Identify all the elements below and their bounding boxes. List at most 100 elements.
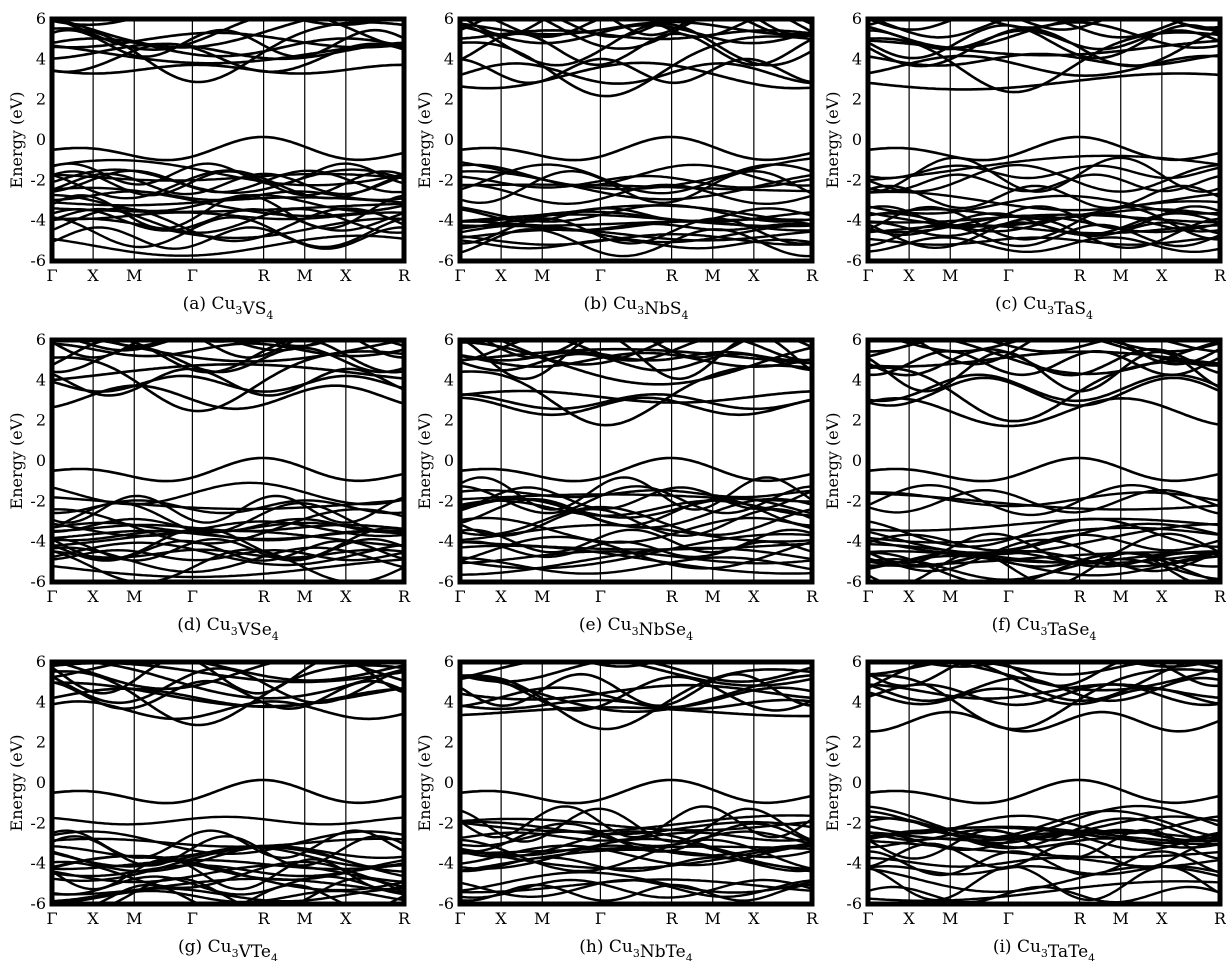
- x-tick-label: M: [126, 587, 142, 606]
- valence-band: [52, 202, 404, 214]
- bands-a: [52, 2, 404, 257]
- x-tick-label: M: [1113, 587, 1129, 606]
- y-tick-label: 2: [36, 733, 46, 752]
- x-tick-label: R: [1214, 909, 1226, 928]
- bands-i: [868, 662, 1220, 904]
- valence-band: [460, 544, 812, 575]
- conduction-band-min: [52, 663, 404, 727]
- y-tick-label: 2: [852, 733, 862, 752]
- y-tick-label: 0: [36, 773, 46, 792]
- conduction-band-min: [460, 668, 812, 731]
- panel-e: -6 -4 -2 0 2 4 6 Γ X M Γ R M X R Energy (eV) (e) Cu3NbSe…: [415, 330, 819, 643]
- bands-g: [52, 634, 404, 904]
- y-tick-label: -4: [30, 211, 46, 230]
- valence-band: [868, 213, 1220, 224]
- conduction-band: [868, 373, 1220, 403]
- conduction-band: [460, 706, 812, 718]
- conduction-band: [460, 347, 812, 365]
- conduction-band: [460, 698, 812, 711]
- panel-caption: (e) Cu3NbSe4: [579, 615, 693, 643]
- x-tick-label: X: [340, 266, 352, 285]
- y-axis-label: Energy (eV): [415, 735, 434, 832]
- y-axis-label: Energy (eV): [823, 413, 842, 510]
- valence-band: [52, 889, 404, 904]
- y-axis-label: Energy (eV): [415, 413, 434, 510]
- x-tick-label: M: [942, 266, 958, 285]
- valence-band-max: [52, 778, 404, 805]
- valence-band: [52, 216, 404, 249]
- valence-band: [52, 887, 404, 903]
- x-tick-label: Γ: [1003, 266, 1014, 285]
- axes-frame: [457, 16, 815, 264]
- y-tick-label: -4: [438, 211, 454, 230]
- valence-band: [868, 522, 1220, 554]
- y-tick-label: -4: [30, 532, 46, 551]
- x-tick-label: Γ: [595, 266, 606, 285]
- conduction-band: [868, 676, 1220, 703]
- x-tick-label: Γ: [862, 266, 873, 285]
- y-tick-label: -6: [438, 251, 454, 270]
- conduction-band: [52, 662, 404, 695]
- y-tick-label: 2: [444, 90, 454, 109]
- axes-frame: [865, 337, 1223, 585]
- y-tick-label: 4: [852, 49, 862, 68]
- panel-caption: (i) Cu3TaTe4: [993, 937, 1095, 961]
- conduction-band: [52, 634, 404, 649]
- x-tick-label: X: [340, 587, 352, 606]
- conduction-band: [52, 346, 404, 374]
- valence-band: [868, 517, 1220, 548]
- x-tick-label: X: [495, 266, 507, 285]
- valence-band: [460, 238, 812, 250]
- conduction-band: [479, 662, 684, 664]
- y-tick-label: 4: [36, 692, 46, 711]
- y-tick-label: -2: [438, 170, 454, 189]
- valence-band: [52, 864, 404, 884]
- y-tick-label: -4: [438, 532, 454, 551]
- panel-caption: (b) Cu3NbS4: [584, 294, 689, 322]
- conduction-band: [868, 710, 1220, 733]
- valence-band: [52, 170, 404, 197]
- conduction-band: [460, 396, 812, 417]
- valence-band: [460, 546, 812, 576]
- conduction-band: [52, 41, 404, 65]
- conduction-band: [102, 340, 333, 348]
- conduction-band: [460, 62, 812, 85]
- y-tick-label: 6: [444, 652, 454, 671]
- y-tick-label: 6: [36, 9, 46, 28]
- conduction-band: [52, 367, 404, 397]
- conduction-band: [868, 54, 1220, 77]
- y-axis-label: Energy (eV): [7, 413, 26, 510]
- y-axis-label: Energy (eV): [415, 92, 434, 189]
- conduction-band: [868, 2, 1220, 17]
- valence-band: [460, 516, 812, 544]
- conduction-band: [868, 683, 1220, 700]
- conduction-band: [52, 2, 404, 18]
- valence-band: [52, 172, 404, 196]
- x-tick-label: X: [1156, 266, 1168, 285]
- x-tick-label: R: [806, 587, 819, 606]
- panel-caption: (f) Cu3TaSe4: [992, 615, 1097, 643]
- valence-band: [52, 207, 404, 232]
- y-tick-label: 2: [444, 733, 454, 752]
- x-tick-label: M: [534, 587, 550, 606]
- conduction-band: [52, 374, 404, 393]
- valence-band: [52, 858, 404, 871]
- axes-frame: [457, 337, 815, 585]
- conduction-band: [460, 392, 812, 411]
- conduction-band: [460, 61, 812, 90]
- x-tick-label: R: [1074, 909, 1087, 928]
- conduction-band: [488, 19, 812, 39]
- x-tick-label: Γ: [46, 909, 57, 928]
- valence-band: [460, 830, 812, 848]
- conduction-band: [52, 342, 404, 358]
- valence-band: [868, 156, 1220, 193]
- valence-band: [868, 533, 1220, 552]
- valence-band-max: [868, 778, 1220, 805]
- x-tick-label: M: [942, 587, 958, 606]
- y-tick-label: -4: [438, 854, 454, 873]
- bands-h: [460, 662, 812, 902]
- y-tick-label: -6: [30, 251, 46, 270]
- valence-band: [868, 817, 1220, 850]
- x-tick-label: Γ: [1003, 909, 1014, 928]
- conduction-band: [460, 662, 812, 684]
